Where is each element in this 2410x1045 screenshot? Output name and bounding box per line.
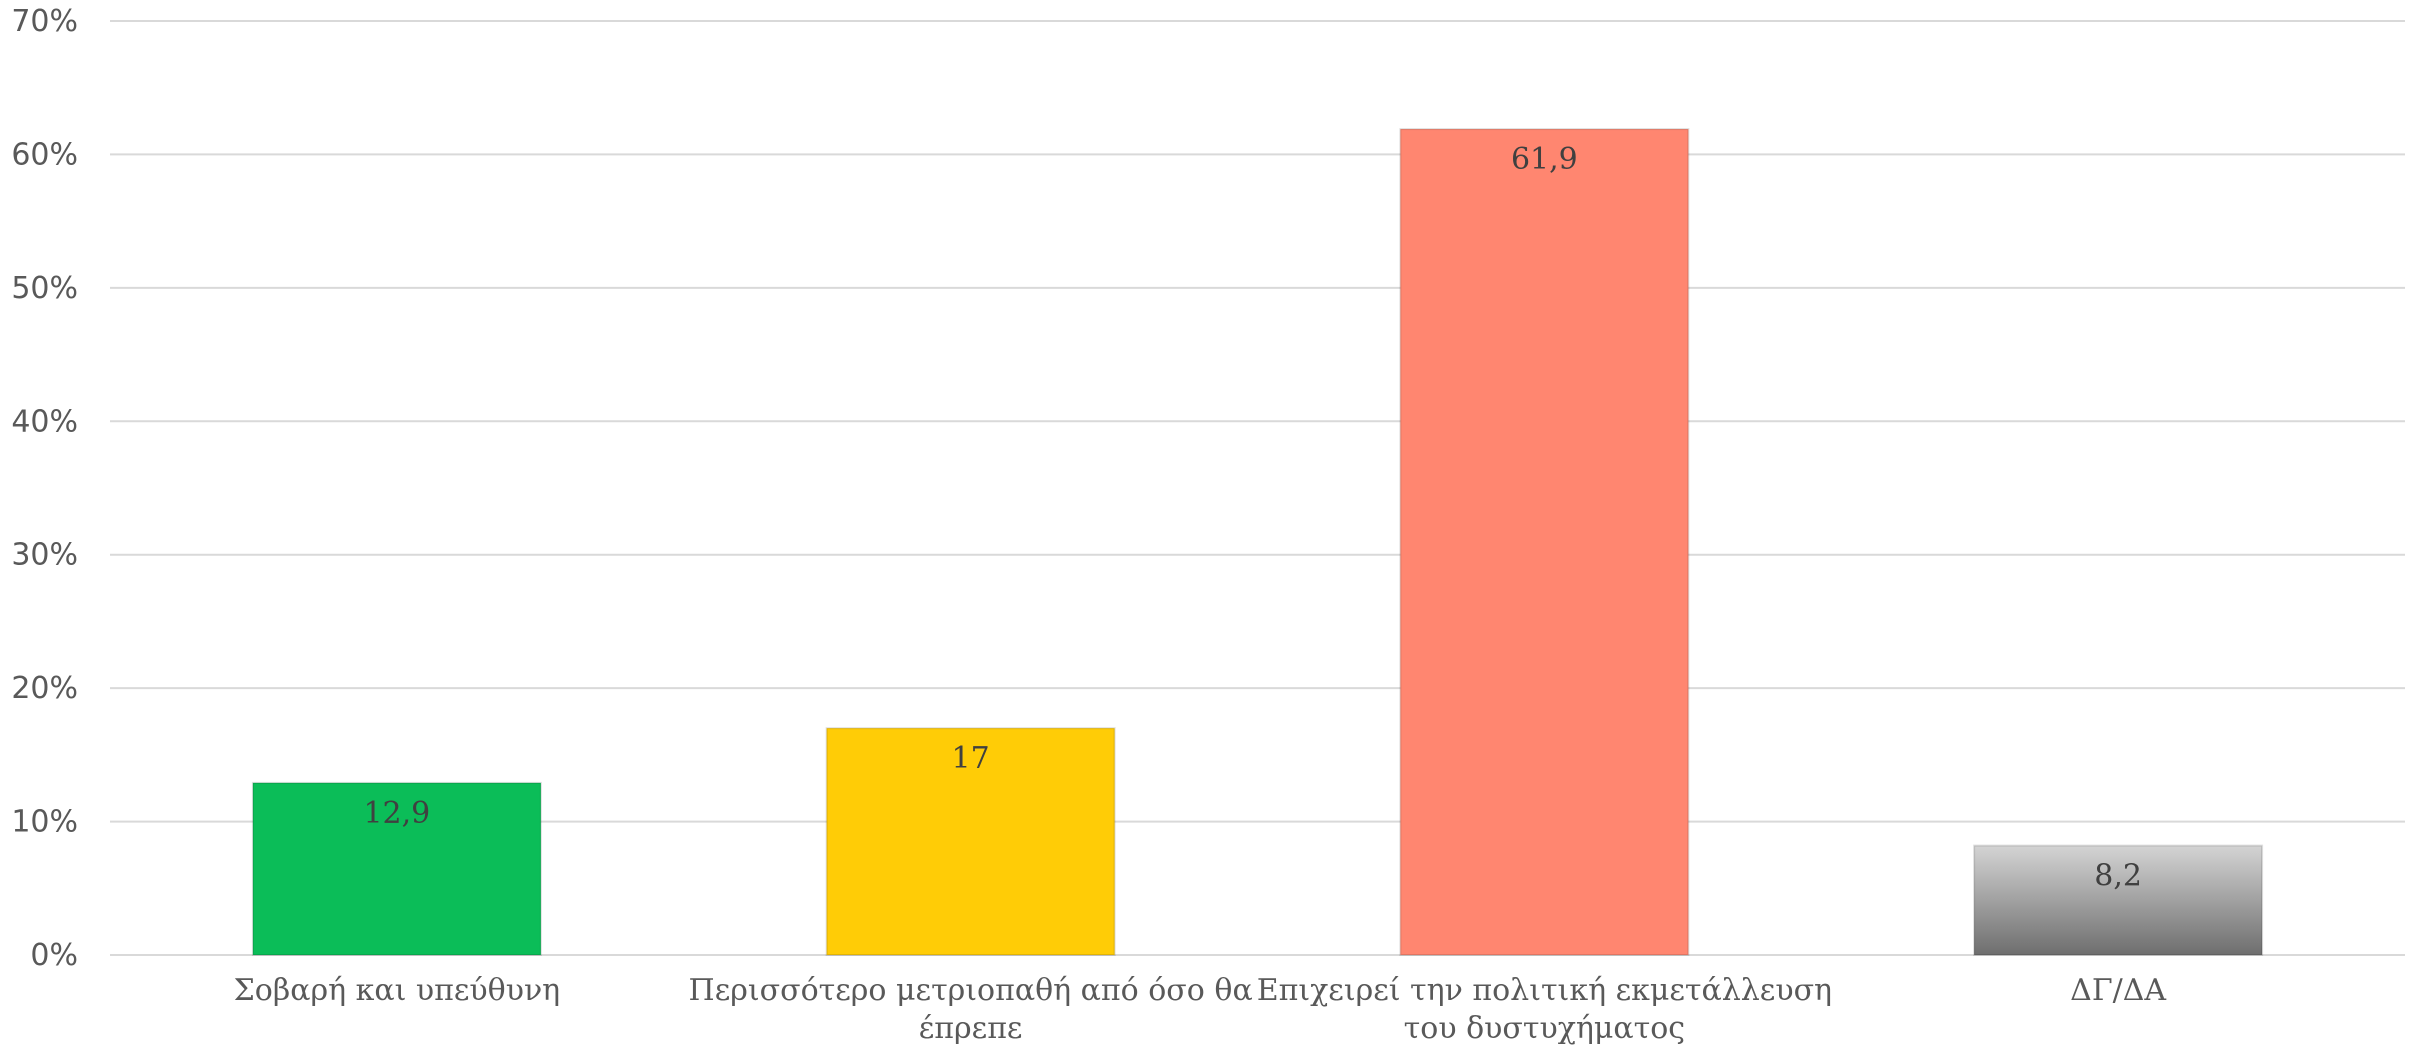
y-tick-label: 40% — [11, 404, 78, 439]
x-tick-label: έπρεπε — [919, 1011, 1023, 1045]
data-label: 8,2 — [2094, 859, 2142, 894]
x-tick-label: Σοβαρή και υπεύθυνη — [234, 973, 561, 1008]
y-tick-label: 10% — [11, 805, 78, 840]
y-tick-label: 50% — [11, 271, 78, 306]
x-tick-label: του δυστυχήματος — [1404, 1011, 1685, 1045]
y-tick-label: 20% — [11, 671, 78, 706]
data-label: 61,9 — [1511, 142, 1578, 177]
x-tick-label: ΔΓ/ΔΑ — [2070, 973, 2166, 1008]
y-tick-label: 70% — [11, 4, 78, 39]
bars — [251, 128, 2264, 957]
bar — [825, 727, 1116, 957]
y-tick-label: 30% — [11, 538, 78, 573]
data-label: 17 — [952, 741, 990, 776]
x-axis: Σοβαρή και υπεύθυνη Περισσότερο μετριοπαθ… — [234, 973, 2167, 1045]
x-tick-label: Επιχειρεί την πολιτική εκμετάλλευση — [1257, 973, 1832, 1008]
data-label: 12,9 — [363, 796, 430, 831]
data-labels: 12,9 17 61,9 8,2 — [363, 142, 2142, 894]
y-tick-label: 0% — [30, 938, 78, 973]
y-tick-label: 60% — [11, 137, 78, 172]
bar — [1973, 844, 2264, 956]
y-axis: 0% 10% 20% 30% 40% 50% 60% 70% — [11, 4, 78, 973]
bar — [1399, 128, 1690, 956]
bar — [251, 781, 542, 956]
x-tick-label: Περισσότερο μετριοπαθή από όσο θα — [689, 973, 1253, 1008]
